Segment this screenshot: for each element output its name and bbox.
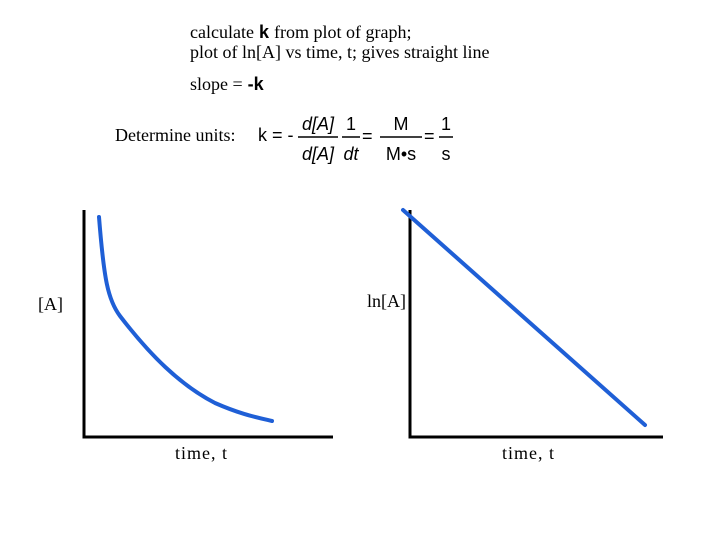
text: calculate [190,22,254,42]
frac-den: M•s [386,144,416,164]
equation: k = - d[A] d[A] 1 dt = M M•s = 1 s [258,114,453,164]
x-axis-label: time, t [175,443,228,463]
y-axis-label: [A] [38,294,63,314]
header-line2: plot of ln[A] vs time, t; gives straight… [190,42,489,62]
frac-num: M [394,114,409,134]
eq-lhs: k = - [258,125,294,145]
axes [408,210,663,439]
axes [82,210,333,439]
units-label: Determine units: [115,125,235,145]
slope-line: slope = -k [190,74,265,94]
frac-num: 1 [441,114,451,134]
frac-num: d[A] [302,114,335,134]
y-axis-label: ln[A] [367,291,406,311]
text: from plot of graph; [274,22,411,42]
k-symbol: k [259,22,270,42]
text: slope = [190,74,243,94]
equals: = [424,126,435,146]
x-axis-label: time, t [502,443,555,463]
equals: = [362,126,373,146]
frac-den: dt [343,144,359,164]
frac-den: s [442,144,451,164]
frac-num: 1 [346,114,356,134]
curve [97,215,274,423]
header-line1: calculate k from plot of graph; [190,22,411,42]
slope-value: -k [248,74,265,94]
frac-den: d[A] [302,144,335,164]
straight-line [401,208,647,427]
